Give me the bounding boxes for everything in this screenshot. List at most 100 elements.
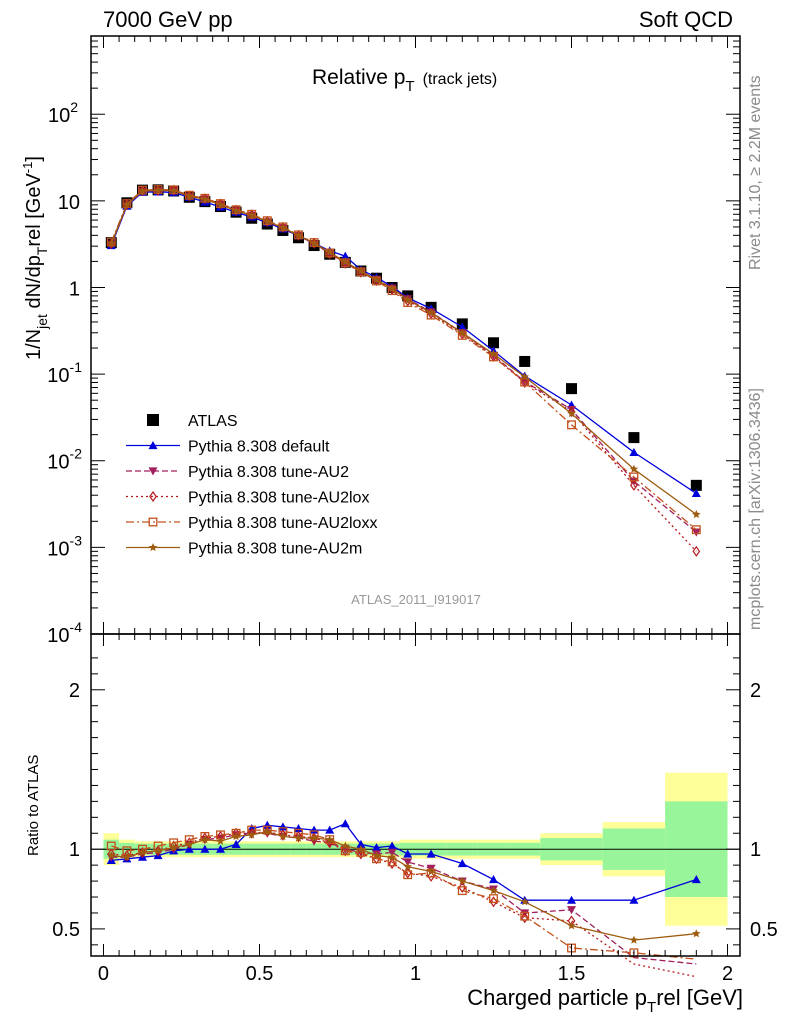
data-point-AU2m bbox=[231, 206, 241, 215]
ratio-point-AU2lox bbox=[169, 840, 178, 852]
data-point-AU2lox bbox=[520, 376, 529, 389]
ratio-point-AU2m bbox=[263, 827, 272, 836]
data-point-AU2loxx bbox=[169, 185, 179, 195]
series-AU2loxx bbox=[106, 185, 701, 535]
ratio-point-AU2m bbox=[294, 833, 303, 842]
data-point-AU2lox bbox=[169, 184, 178, 196]
legend-marker-AU2loxx bbox=[148, 517, 158, 527]
ratio-point-AU2loxx bbox=[106, 841, 116, 851]
data-point-ATLAS bbox=[690, 479, 702, 491]
data-point-AU2lox bbox=[201, 193, 209, 205]
ratio-point-default bbox=[489, 874, 499, 884]
legend-marker-AU2lox bbox=[149, 490, 157, 503]
main-y-tick-label: 1 bbox=[69, 278, 80, 300]
ratio-point-AU2m bbox=[169, 843, 178, 852]
ratio-point-AU2m bbox=[692, 929, 701, 938]
ratio-point-AU2lox bbox=[520, 912, 529, 924]
data-point-AU2m bbox=[107, 239, 116, 248]
side-label-rivet: Rivet 3.1.10, ≥ 2.2M events bbox=[747, 75, 764, 270]
header-category-label: Soft QCD bbox=[638, 7, 733, 32]
ratio-point-AU2lox bbox=[247, 827, 256, 839]
data-point-AU2m bbox=[458, 328, 467, 337]
data-point-AU2lox bbox=[138, 185, 147, 197]
data-point-AU2m bbox=[278, 223, 288, 232]
ratio-point-AU2loxx bbox=[403, 870, 413, 880]
data-point-AU2m bbox=[520, 372, 529, 381]
main-y-tick-label: 10-2 bbox=[47, 446, 82, 474]
data-point-AU2 bbox=[691, 528, 701, 537]
ratio-point-AU2m bbox=[153, 846, 163, 855]
ratio-point-AU2m bbox=[107, 851, 116, 860]
ratio-point-AU2m bbox=[387, 852, 397, 861]
legend-label-AU2: Pythia 8.308 tune-AU2 bbox=[188, 464, 349, 481]
data-point-AU2m bbox=[169, 186, 178, 195]
ratio-plot-panel: 0 0.5 1 1.5 2 0.5 0.5 1 1 2 2 Ratio to ATLAS Charg… bbox=[25, 633, 778, 1016]
ratio-point-AU2m bbox=[372, 851, 381, 860]
x-tick-label: 0.5 bbox=[246, 963, 274, 985]
x-tick-label: 1.5 bbox=[558, 963, 586, 985]
ratio-y-tick-label-left: 2 bbox=[69, 680, 80, 702]
legend-label-AU2m: Pythia 8.308 tune-AU2m bbox=[188, 541, 362, 558]
data-point-AU2loxx bbox=[138, 185, 147, 195]
ratio-point-default bbox=[457, 859, 467, 868]
data-point-AU2m bbox=[200, 194, 210, 203]
ratio-point-AU2m bbox=[138, 847, 147, 856]
ratio-point-default bbox=[629, 895, 639, 904]
ratio-point-AU2m bbox=[426, 867, 436, 876]
ratio-point-AU2m bbox=[231, 831, 241, 841]
ratio-point-AU2m bbox=[356, 844, 366, 853]
data-point-AU2m bbox=[294, 230, 303, 239]
ratio-point-AU2lox bbox=[185, 837, 194, 849]
ratio-point-AU2lox bbox=[279, 829, 287, 841]
data-point-AU2loxx bbox=[629, 472, 639, 482]
ratio-axes-layer: 0 0.5 1 1.5 2 0.5 0.5 1 1 2 2 bbox=[52, 633, 778, 985]
ratio-point-AU2lox bbox=[458, 881, 467, 894]
data-point-AU2m bbox=[263, 216, 272, 225]
data-point-AU2m bbox=[138, 186, 147, 195]
main-y-tick-label: 102 bbox=[48, 99, 78, 127]
data-point-AU2loxx bbox=[567, 420, 576, 430]
header-energy-label: 7000 GeV pp bbox=[103, 7, 233, 32]
data-point-AU2m bbox=[247, 210, 256, 219]
main-y-tick-label: 10-4 bbox=[47, 619, 82, 647]
ratio-line-AU2 bbox=[111, 832, 697, 965]
ratio-point-AU2m bbox=[567, 921, 576, 930]
ratio-point-AU2m bbox=[458, 876, 467, 885]
main-series-layer bbox=[105, 184, 702, 557]
analysis-watermark: ATLAS_2011_I919017 bbox=[351, 592, 481, 607]
data-point-ATLAS bbox=[488, 337, 500, 349]
data-point-AU2m bbox=[356, 266, 366, 275]
data-point-ATLAS bbox=[628, 432, 640, 444]
data-point-AU2lox bbox=[630, 479, 638, 491]
data-point-AU2lox bbox=[692, 545, 701, 557]
data-point-AU2loxx bbox=[691, 525, 701, 535]
data-point-AU2m bbox=[216, 200, 225, 209]
ratio-point-AU2m bbox=[278, 831, 288, 841]
ratio-point-default bbox=[403, 849, 413, 858]
data-point-default bbox=[691, 488, 701, 497]
main-axes-layer: 10-4 10-3 10-2 10-1 1 10 102 bbox=[47, 35, 741, 647]
series-AU2m bbox=[107, 185, 701, 519]
legend-marker-AU2m bbox=[148, 543, 158, 552]
ratio-point-AU2loxx bbox=[520, 911, 530, 921]
ratio-y-axis-label: Ratio to ATLAS bbox=[25, 755, 42, 856]
main-y-tick-label: 10-3 bbox=[47, 532, 82, 560]
ratio-point-default bbox=[325, 825, 335, 834]
ratio-point-default bbox=[371, 843, 381, 852]
ratio-point-AU2m bbox=[341, 841, 350, 850]
data-point-default bbox=[629, 447, 639, 456]
x-tick-label: 2 bbox=[722, 963, 733, 985]
data-point-AU2m bbox=[372, 275, 381, 284]
ratio-point-AU2lox bbox=[403, 867, 412, 879]
ratio-y-tick-label-left: 1 bbox=[69, 839, 80, 861]
ratio-point-AU2m bbox=[520, 897, 529, 906]
data-point-AU2loxx bbox=[278, 222, 288, 232]
data-point-ATLAS bbox=[519, 355, 531, 367]
ratio-point-AU2m bbox=[629, 935, 639, 944]
ratio-y-tick-label-right: 1 bbox=[750, 839, 761, 861]
data-point-AU2m bbox=[185, 191, 194, 200]
ratio-point-default bbox=[231, 839, 241, 849]
ratio-point-default bbox=[387, 841, 397, 850]
data-point-AU2m bbox=[489, 349, 498, 358]
ratio-uncertainty-band bbox=[91, 772, 740, 926]
